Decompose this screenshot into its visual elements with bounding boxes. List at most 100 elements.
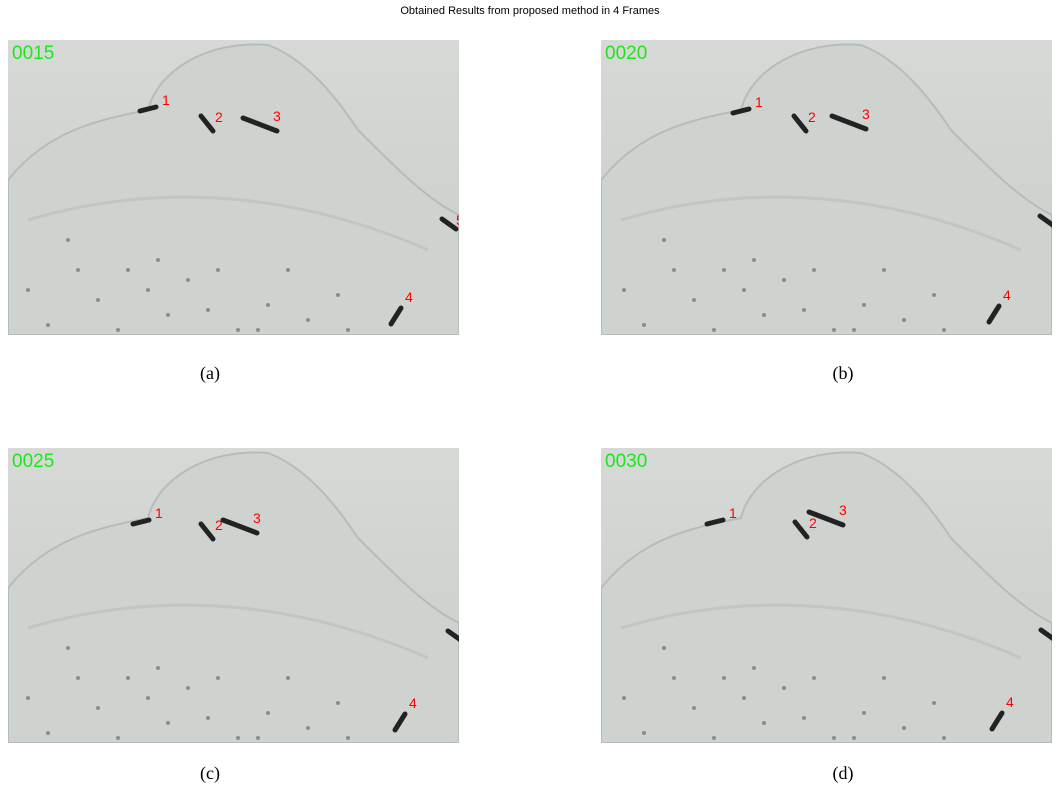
debris [752,666,756,670]
track-label: 1 [755,94,763,110]
panel-caption: (b) [833,363,854,384]
debris [832,736,836,740]
debris [306,318,310,322]
debris [782,686,786,690]
track-label: 3 [862,106,870,122]
debris [902,726,906,730]
debris [852,328,856,332]
debris [186,278,190,282]
track-label: 3 [253,510,261,526]
figure-title: Obtained Results from proposed method in… [400,5,660,17]
track-label: 5 [462,624,470,640]
track-label: 4 [409,695,417,711]
track-label: 3 [273,108,281,124]
debris [722,676,726,680]
debris [942,328,946,332]
debris [96,298,100,302]
debris [942,736,946,740]
debris [216,268,220,272]
debris [346,736,350,740]
track-label: 2 [215,517,223,533]
debris [712,736,716,740]
debris [166,313,170,317]
frame-number: 0025 [12,451,54,472]
debris [236,328,240,332]
debris [742,288,746,292]
track-label: 3 [839,502,847,518]
debris [662,238,666,242]
debris [812,676,816,680]
debris [46,323,50,327]
debris [126,676,130,680]
track-label: 5 [456,212,464,228]
debris [346,328,350,332]
debris [146,696,150,700]
track-label: 4 [405,289,413,305]
debris [156,666,160,670]
debris [672,676,676,680]
debris [902,318,906,322]
debris [306,726,310,730]
figure: Obtained Results from proposed method in… [0,0,1059,785]
panel-caption: (a) [200,363,220,384]
track-label: 2 [809,515,817,531]
debris [782,278,786,282]
debris [76,268,80,272]
debris [266,711,270,715]
debris [96,706,100,710]
debris [882,268,886,272]
debris [286,268,290,272]
debris [742,696,746,700]
debris [932,293,936,297]
debris [692,706,696,710]
debris [762,313,766,317]
debris [126,268,130,272]
debris [336,293,340,297]
debris [26,288,30,292]
panel-caption: (d) [833,763,854,784]
track-label: 5 [1055,623,1059,639]
debris [622,696,626,700]
debris [116,736,120,740]
frame-panel: 0030 1 2 3 4 5 [601,448,1059,743]
frame-panel: 001512345 [8,40,464,335]
track-label: 2 [808,109,816,125]
debris [336,701,340,705]
debris [762,721,766,725]
debris [26,696,30,700]
frame-number: 0030 [605,451,647,472]
debris [862,303,866,307]
debris [862,711,866,715]
debris [752,258,756,262]
debris [286,676,290,680]
debris [66,646,70,650]
debris [622,288,626,292]
frame-number: 0020 [605,43,647,64]
debris [932,701,936,705]
panel-caption: (c) [200,763,220,784]
track-label: 2 [215,109,223,125]
debris [672,268,676,272]
debris [812,268,816,272]
debris [256,328,260,332]
debris [662,646,666,650]
debris [882,676,886,680]
frame-number: 0015 [12,43,54,64]
debris [156,258,160,262]
debris [802,716,806,720]
track-label: 4 [1006,694,1014,710]
debris [216,676,220,680]
debris [46,731,50,735]
debris [692,298,696,302]
debris [642,731,646,735]
track-label: 1 [155,505,163,521]
debris [166,721,170,725]
debris [206,308,210,312]
debris [266,303,270,307]
debris [256,736,260,740]
debris [146,288,150,292]
debris [832,328,836,332]
track-label: 4 [1003,287,1011,303]
track-label: 1 [729,505,737,521]
